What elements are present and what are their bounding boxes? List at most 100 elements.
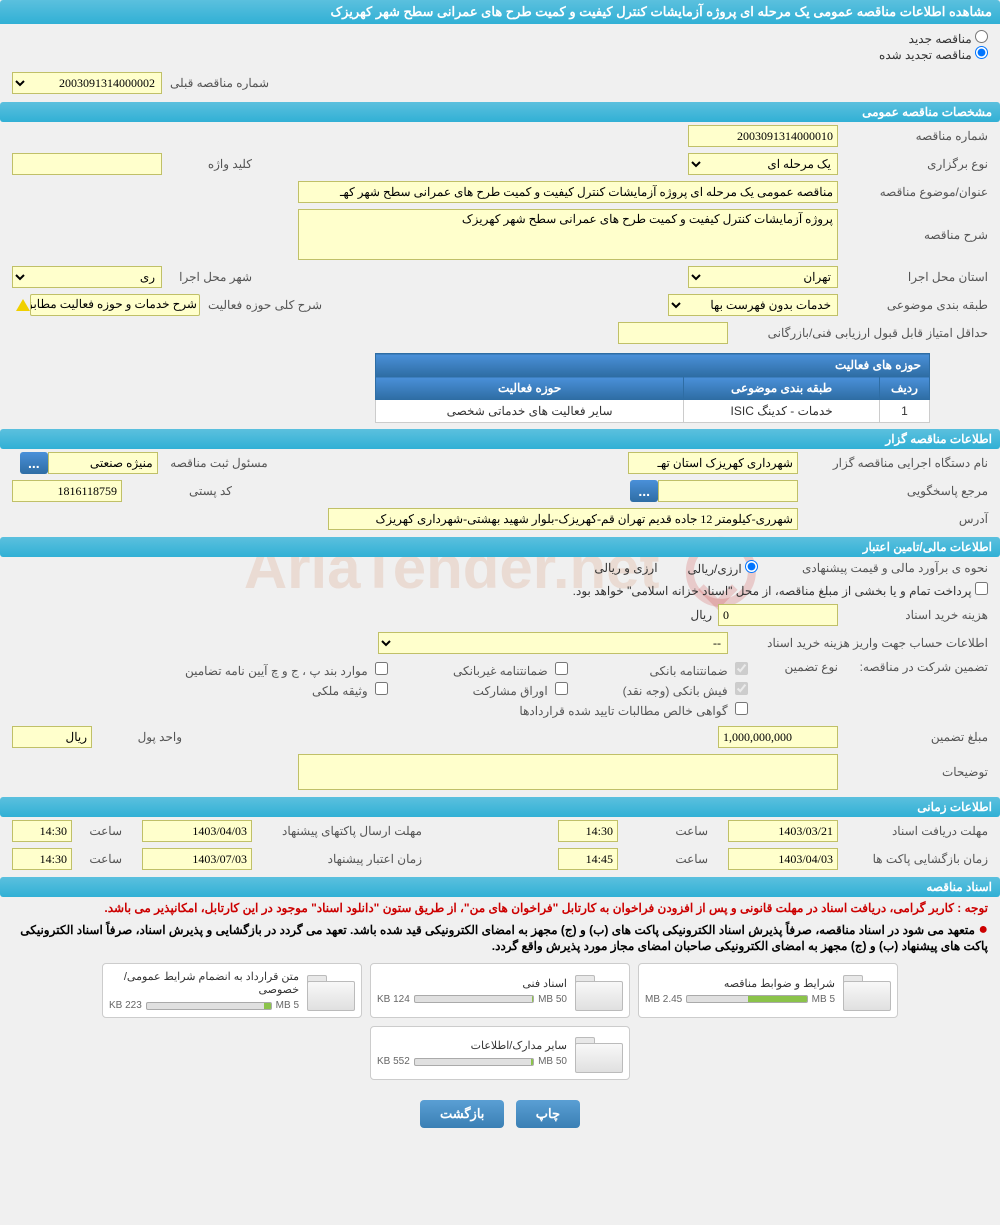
doc-item[interactable]: سایر مدارک/اطلاعات 50 MB 552 KB [370,1026,630,1080]
validity-label: زمان اعتبار پیشنهاد [252,852,422,866]
open-hour-label: ساعت [618,852,708,866]
reg-input[interactable] [48,452,158,474]
send-time-input[interactable] [12,820,72,842]
unit-input[interactable] [12,726,92,748]
doc-used: 223 KB [109,1000,142,1011]
cost-label: هزینه خرید اسناد [838,608,988,622]
validity-hour-label: ساعت [72,852,122,866]
main-container: مشاهده اطلاعات مناقصه عمومی یک مرحله ای … [0,0,1000,1140]
desc-textarea[interactable]: پروژه آزمایشات کنترل کیفیت و کمیت طرح ها… [298,209,838,260]
cost-input[interactable] [718,604,838,626]
city-select[interactable]: ری [12,266,162,288]
activity-table-title: حوزه های فعالیت [376,354,930,377]
reg-browse-button[interactable]: ... [20,452,48,474]
account-select[interactable]: -- [378,632,728,654]
section-time: اطلاعات زمانی [0,797,1000,817]
doc-title: شرایط و ضوابط مناقصه [645,977,835,990]
chk-bonds[interactable]: اوراق مشارکت [473,684,568,698]
open-time-input[interactable] [558,848,618,870]
back-button[interactable]: بازگشت [420,1100,504,1128]
validity-time-input[interactable] [12,848,72,870]
type-select[interactable]: یک مرحله ای [688,153,838,175]
postal-label: کد پستی [122,484,232,498]
receive-hour-label: ساعت [618,824,708,838]
folder-icon [307,971,355,1011]
chk-cash[interactable]: فیش بانکی (وجه نقد) [623,684,748,698]
address-label: آدرس [798,512,988,526]
col-scope: حوزه فعالیت [376,377,684,400]
send-hour-label: ساعت [72,824,122,838]
tender-state-radios: مناقصه جدید مناقصه تجدید شده [0,24,1000,68]
exec-label: نام دستگاه اجرایی مناقصه گزار [798,456,988,470]
progress-bar [414,1058,534,1066]
section-docs: اسناد مناقصه [0,877,1000,897]
exec-input[interactable] [628,452,798,474]
doc-used: 124 KB [377,994,410,1005]
doc-item[interactable]: اسناد فنی 50 MB 124 KB [370,963,630,1018]
doc-title: متن قرارداد به انضمام شرایط عمومی/خصوصی [109,970,299,996]
type-label: نوع برگزاری [838,157,988,171]
chk-deed[interactable]: وثیقه ملکی [312,684,388,698]
doc-total: 5 MB [812,994,835,1005]
progress-bar [414,995,534,1003]
chk-nonbank[interactable]: ضمانتنامه غیربانکی [453,664,568,678]
folder-icon [843,971,891,1011]
action-bar: چاپ بازگشت [0,1088,1000,1140]
col-category: طبقه بندی موضوعی [684,377,880,400]
province-select[interactable]: تهران [688,266,838,288]
chk-cert[interactable]: گواهی خالص مطالبات تایید شده قراردادها [519,704,748,718]
address-input[interactable] [328,508,798,530]
send-date-input[interactable] [142,820,252,842]
category-select[interactable]: خدمات بدون فهرست بها [668,294,838,316]
amount-label: مبلغ تضمین [838,730,988,744]
notes-textarea[interactable] [298,754,838,790]
keyword-input[interactable] [12,153,162,175]
receive-date-input[interactable] [728,820,838,842]
reg-label: مسئول ثبت مناقصه [158,456,268,470]
subject-label: عنوان/موضوع مناقصه [838,185,988,199]
guarantee-type-label: نوع تضمین [748,660,838,674]
currency-radio[interactable]: ارزی/ریالی [688,560,758,576]
receive-label: مهلت دریافت اسناد [838,824,988,838]
postal-input[interactable] [12,480,122,502]
radio-renewed[interactable]: مناقصه تجدید شده [879,48,988,62]
open-label: زمان بازگشایی پاکت ها [838,852,988,866]
amount-input[interactable] [718,726,838,748]
chk-bank[interactable]: ضمانتنامه بانکی [649,664,748,678]
minscore-input[interactable] [618,322,728,344]
subject-input[interactable] [298,181,838,203]
table-row: 1 خدمات - کدینگ ISIC سایر فعالیت های خدم… [376,400,930,423]
page-title: مشاهده اطلاعات مناقصه عمومی یک مرحله ای … [0,0,1000,24]
section-general: مشخصات مناقصه عمومی [0,102,1000,122]
tender-no-label: شماره مناقصه [838,129,988,143]
doc-used: 552 KB [377,1056,410,1067]
send-label: مهلت ارسال پاکتهای پیشنهاد [252,824,422,838]
validity-date-input[interactable] [142,848,252,870]
city-label: شهر محل اجرا [162,270,252,284]
prev-tender-select[interactable]: 2003091314000002 [12,72,162,94]
response-input[interactable] [658,480,798,502]
section-org: اطلاعات مناقصه گزار [0,429,1000,449]
open-date-input[interactable] [728,848,838,870]
docs-grid: شرایط و ضوابط مناقصه 5 MB 2.45 MB اسناد … [0,955,1000,1088]
desc-label: شرح مناقصه [838,228,988,242]
radio-new[interactable]: مناقصه جدید [909,32,988,46]
response-browse-button[interactable]: ... [630,480,658,502]
receive-time-input[interactable] [558,820,618,842]
tender-no-input[interactable] [688,125,838,147]
category-label: طبقه بندی موضوعی [838,298,988,312]
doc-item[interactable]: متن قرارداد به انضمام شرایط عمومی/خصوصی … [102,963,362,1018]
progress-bar [686,995,807,1003]
scope-select[interactable]: شرح خدمات و حوزه فعالیت مطابق شرح خدمات [30,294,200,316]
payment-note-checkbox[interactable]: پرداخت تمام و یا بخشی از مبلغ مناقصه، از… [573,582,988,598]
keyword-label: کلید واژه [162,157,252,171]
chk-clause[interactable]: موارد بند پ ، ج و چ آیین نامه تضامین [185,664,388,678]
currency-value: ارزی و ریالی [594,561,657,575]
doc-total: 50 MB [538,1056,567,1067]
doc-item[interactable]: شرایط و ضوابط مناقصه 5 MB 2.45 MB [638,963,898,1018]
section-financial: اطلاعات مالی/تامین اعتبار [0,537,1000,557]
notes-label: توضیحات [838,765,988,779]
doc-total: 5 MB [276,1000,299,1011]
province-label: استان محل اجرا [838,270,988,284]
print-button[interactable]: چاپ [516,1100,580,1128]
